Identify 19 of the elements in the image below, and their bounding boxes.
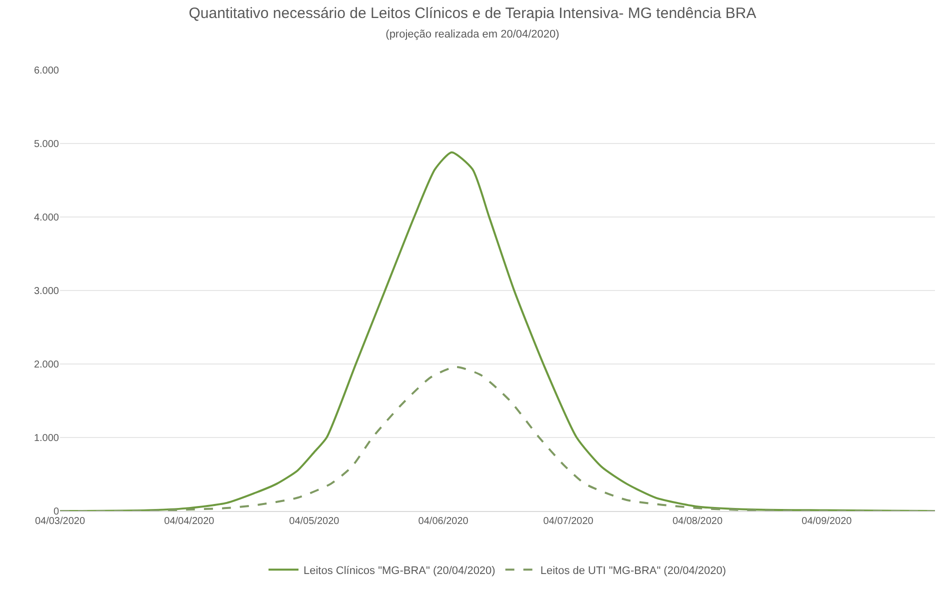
legend-label: Leitos de UTI "MG-BRA" (20/04/2020): [540, 564, 726, 577]
x-tick-label: 04/08/2020: [672, 516, 723, 527]
chart-title: Quantitativo necessário de Leitos Clínicos e de Terapia Intensiva- MG tendência BRA: [188, 4, 756, 22]
y-tick-label: 5.000: [34, 139, 60, 150]
x-tick-label: 04/05/2020: [289, 516, 340, 527]
y-tick-label: 6.000: [34, 66, 60, 76]
y-tick-label: 4.000: [34, 212, 60, 224]
x-tick-label: 04/09/2020: [802, 516, 852, 527]
legend-label: Leitos Clínicos "MG-BRA" (20/04/2020): [304, 564, 496, 577]
x-tick-label: 04/04/2020: [164, 516, 215, 527]
y-tick-label: 3.000: [34, 286, 60, 297]
y-tick-label: 1.000: [34, 433, 60, 444]
chart-subtitle: (projeção realizada em 20/04/2020): [386, 28, 560, 40]
x-tick-label: 04/07/2020: [543, 516, 594, 527]
y-tick-label: 2.000: [34, 360, 60, 370]
y-tick-label: 0: [53, 506, 60, 518]
x-tick-label: 04/06/2020: [418, 516, 469, 527]
line-series: [60, 366, 935, 511]
x-tick-label: 04/03/2020: [34, 516, 86, 527]
